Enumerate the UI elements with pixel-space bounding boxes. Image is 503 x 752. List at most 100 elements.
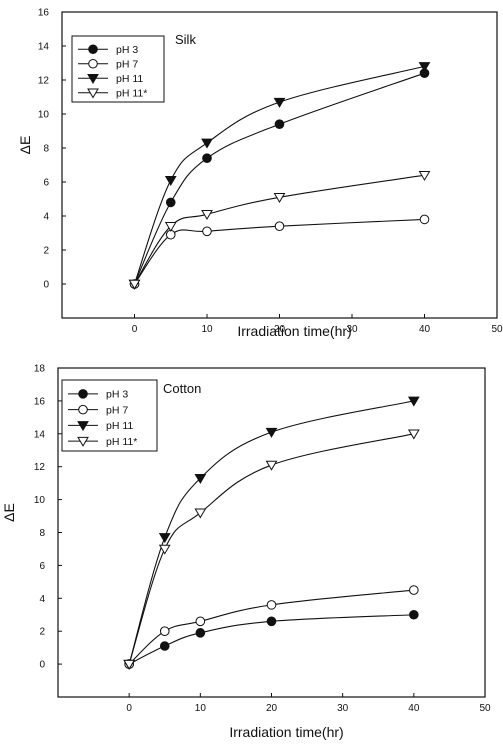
y-tick-label: 6 [43,178,49,189]
panel-label: Silk [175,32,196,47]
data-point [194,473,207,484]
x-tick-label: 20 [266,703,278,714]
data-point [164,221,177,232]
data-point [123,659,136,670]
y-tick-label: 0 [43,280,49,291]
silk-chart: 0 2 4 6 8 10 12 14 16 0 10 20 30 40 50 Irradiation time… [17,8,503,340]
data-point [273,97,286,108]
x-tick-label: 0 [126,703,132,714]
legend-label: pH 11* [116,88,147,100]
series-line [134,174,425,285]
y-tick-label: 2 [39,627,45,638]
y-tick-label: 10 [34,495,46,506]
y-tick-label: 16 [34,396,46,407]
data-point [273,193,286,204]
y-tick-label: 18 [34,364,46,375]
cotton-chart: 0 2 4 6 8 10 12 14 16 18 0 10 20 30 40 50 Irradiation ti… [1,364,491,741]
panel-label: Cotton [163,381,201,396]
y-tick-label: 0 [39,660,45,671]
data-point [202,226,212,237]
series-line [134,218,425,285]
legend-marker [78,404,88,415]
legend-marker [88,58,98,69]
data-point [165,197,176,208]
x-tick-label: 40 [419,324,431,335]
data-point [201,138,213,149]
series-line [128,433,414,665]
series-line [128,614,414,665]
data-point [419,214,430,225]
legend-marker [87,88,99,99]
y-tick-label: 12 [34,462,46,473]
y-tick-label: 10 [38,110,50,121]
legend-label: pH 11* [106,436,137,448]
x-tick-label: 10 [195,703,207,714]
data-point [159,641,170,651]
legend-marker [77,421,89,432]
series-ph-3 [124,609,419,669]
data-point [195,616,206,627]
legend-marker [88,44,98,55]
data-point [158,533,171,544]
legend-label: pH 11 [106,420,133,432]
legend-marker [78,389,88,399]
series-line [133,72,425,285]
series-ph-11 [123,429,420,670]
x-tick-label: 40 [408,703,420,714]
y-tick-label: 4 [43,212,49,223]
data-point [159,626,170,637]
legend: pH 3 pH 7 pH 11 pH 11* [61,379,158,452]
data-point [266,616,277,627]
x-tick-label: 50 [479,703,491,714]
data-point [409,585,419,595]
legend-marker [77,436,89,447]
data-point [265,427,278,438]
y-tick-label: 14 [34,429,46,440]
data-point [418,170,431,181]
legend: pH 3 pH 7 pH 11 pH 11* [71,35,165,103]
x-tick-label: 30 [337,703,349,714]
data-point [194,508,207,519]
data-point [407,396,420,407]
y-tick-label: 14 [38,42,50,53]
y-tick-label: 6 [39,561,45,572]
legend-box [71,35,165,103]
x-tick-label: 20 [274,324,286,335]
y-tick-label: 8 [39,528,45,539]
series-ph-7 [124,585,419,669]
y-tick-label: 8 [43,144,49,155]
series-ph-11 [128,62,431,290]
series-line [128,589,414,665]
data-point [195,628,206,638]
legend-label: pH 11 [116,73,143,85]
x-axis-title: Irradiation time(hr) [237,323,351,339]
data-point [164,176,177,187]
legend-label: pH 3 [106,389,128,401]
x-axis-title: Irradiation time(hr) [229,724,343,740]
data-point [128,279,141,290]
data-point [274,119,285,129]
series-ph-7 [129,214,430,289]
data-point [418,62,431,73]
data-point [266,600,277,610]
y-tick-label: 16 [38,8,50,19]
y-tick-label: 12 [38,76,50,87]
legend-label: pH 7 [106,404,128,416]
legend-marker [87,74,99,84]
series-ph-11 [128,170,431,290]
data-point [158,544,171,555]
data-point [407,429,420,440]
x-tick-label: 0 [132,324,138,335]
y-tick-label: 2 [43,246,49,257]
data-point [202,153,212,163]
x-tick-label: 10 [201,324,213,335]
data-point [409,609,419,620]
legend-label: pH 3 [116,44,138,56]
data-point [265,460,278,471]
y-tick-label: 4 [39,594,45,605]
data-point [274,221,285,231]
legend-box [61,379,158,452]
data-point [201,210,213,221]
